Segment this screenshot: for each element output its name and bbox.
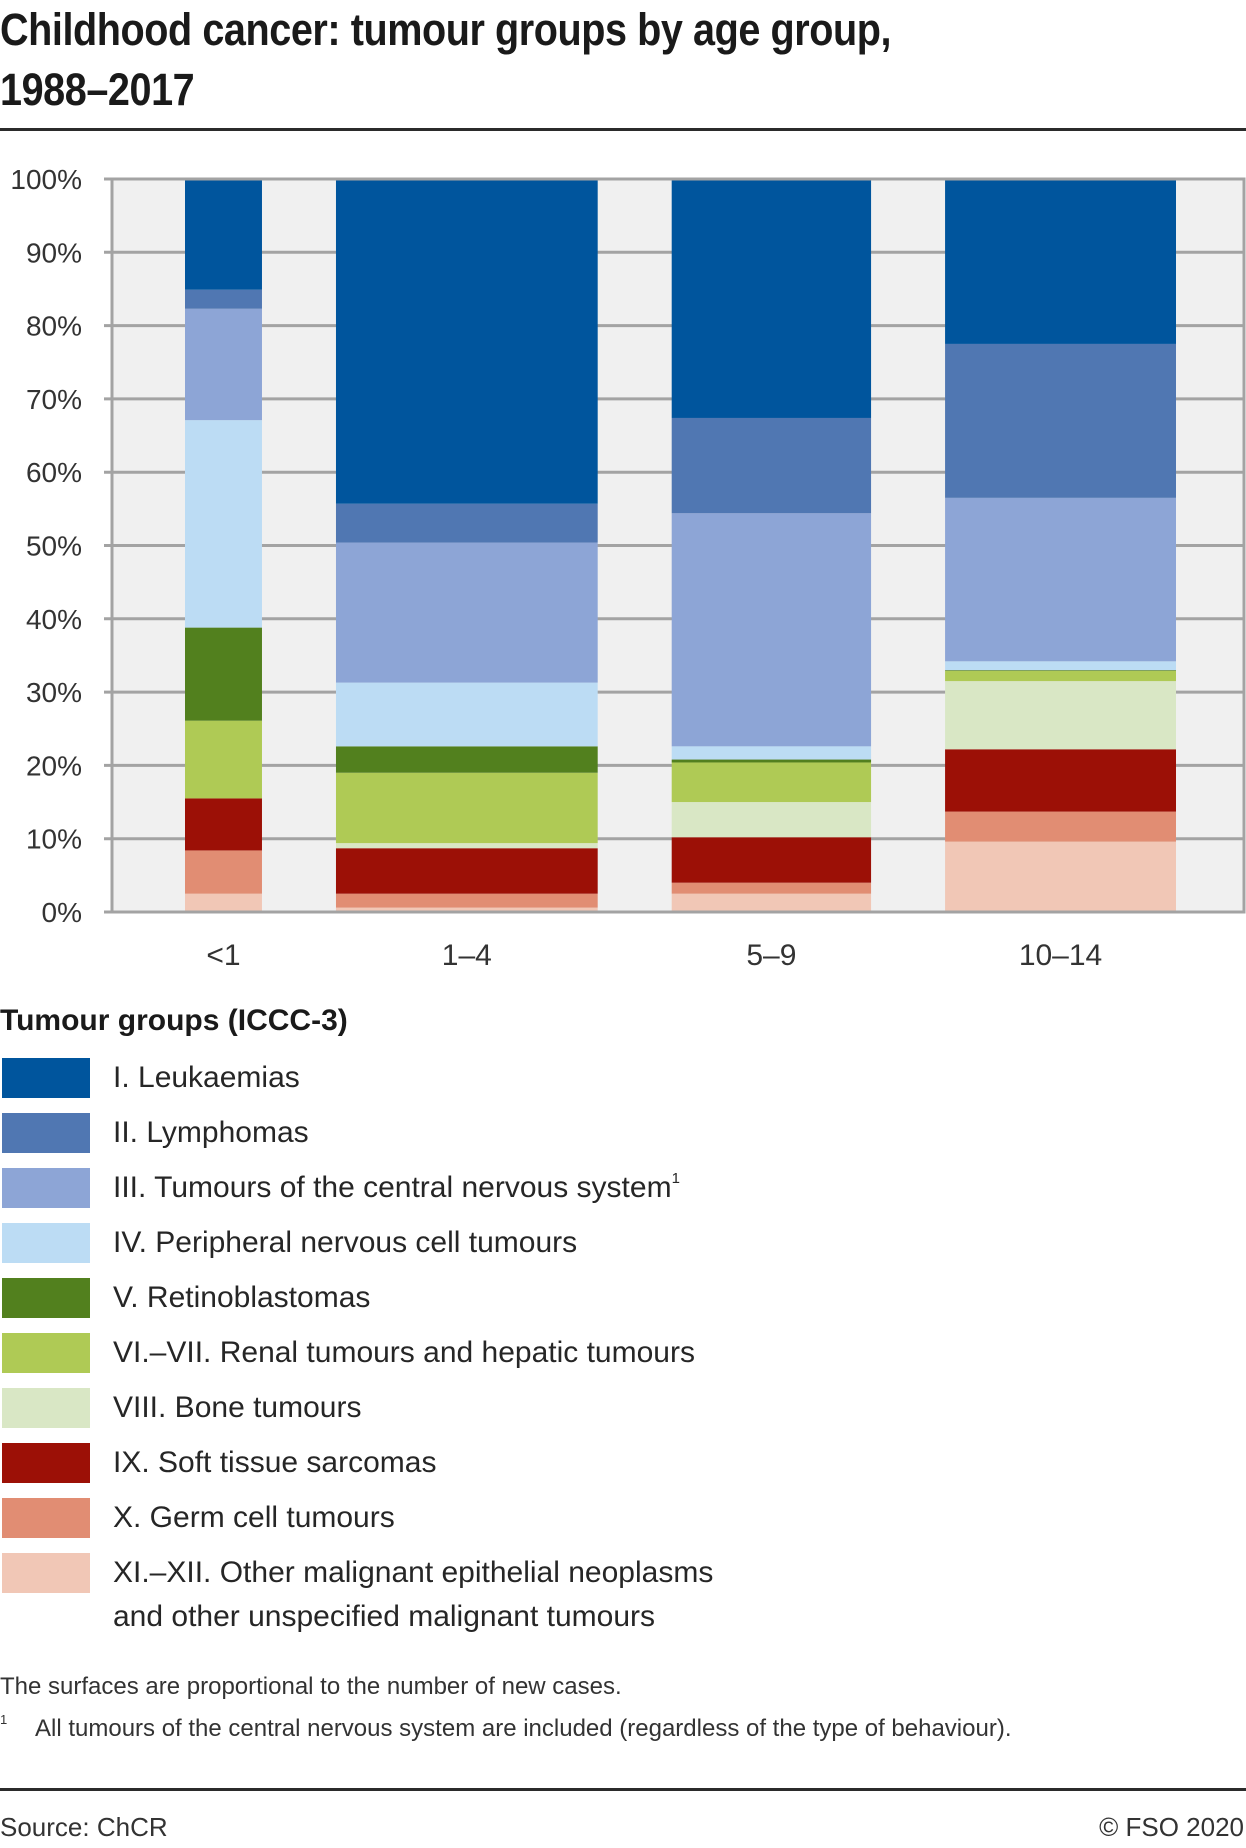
y-tick-label: 90% xyxy=(26,237,82,268)
legend-title: Tumour groups (ICCC-3) xyxy=(0,1004,348,1037)
legend-label: III. Tumours of the central nervous syst… xyxy=(113,1170,680,1204)
y-tick-label: 100% xyxy=(10,164,82,195)
x-tick-label: 1–4 xyxy=(442,939,492,972)
bar-segment xyxy=(945,841,1176,912)
bar-segment xyxy=(671,513,872,747)
bar-segment xyxy=(185,627,262,721)
bar-segment xyxy=(945,681,1176,750)
footnote-marker: 1 xyxy=(0,1712,8,1727)
y-tick-label: 20% xyxy=(26,750,82,781)
bar-segment xyxy=(335,893,598,908)
footnote-text: All tumours of the central nervous syste… xyxy=(35,1715,1012,1742)
y-tick-label: 50% xyxy=(26,531,82,562)
legend-swatch xyxy=(2,1498,90,1538)
stacked-bar-chart: 0% 10% 20% 30% 40% 50% 60% 70% 80% 90% 100% <1 1–4 5… xyxy=(10,164,1246,972)
bar-segment xyxy=(335,907,598,912)
bar-segment xyxy=(945,661,1176,671)
legend-swatch xyxy=(2,1388,90,1428)
bar-segment xyxy=(945,670,1176,682)
source: Source: ChCR xyxy=(0,1812,168,1842)
legend-label: IV. Peripheral nervous cell tumours xyxy=(113,1226,578,1259)
bar-segment xyxy=(335,682,598,747)
bar-segment xyxy=(185,720,262,799)
legend-label: V. Retinoblastomas xyxy=(113,1281,371,1314)
legend-swatch xyxy=(2,1278,90,1318)
legend-swatch xyxy=(2,1443,90,1483)
chart-title-line1: Childhood cancer: tumour groups by age g… xyxy=(0,4,892,55)
legend-swatch xyxy=(2,1058,90,1098)
bar-segment xyxy=(185,798,262,851)
bar-segment xyxy=(335,542,598,683)
legend-swatch xyxy=(2,1113,90,1153)
bar-segment xyxy=(335,179,598,504)
surface-note: The surfaces are proportional to the num… xyxy=(0,1673,622,1700)
legend-label: I. Leukaemias xyxy=(113,1061,300,1094)
bar-segment xyxy=(671,417,872,514)
bar-segment xyxy=(335,772,598,844)
bar-segment xyxy=(185,420,262,628)
legend-swatch xyxy=(2,1168,90,1208)
bar-segment xyxy=(671,746,872,760)
legend-label: VI.–VII. Renal tumours and hepatic tumou… xyxy=(113,1336,695,1369)
bar-segment xyxy=(335,848,598,894)
footnote: 1 All tumours of the central nervous syst… xyxy=(0,1712,1012,1743)
y-tick-label: 60% xyxy=(26,457,82,488)
x-tick-label: <1 xyxy=(206,939,240,972)
bar-segment xyxy=(671,179,872,418)
bar-segment xyxy=(335,746,598,773)
legend-swatch xyxy=(2,1333,90,1373)
bar-segment xyxy=(185,179,262,290)
legend-label: X. Germ cell tumours xyxy=(113,1501,395,1534)
bar-segment xyxy=(185,289,262,309)
legend-swatch xyxy=(2,1553,90,1593)
footnote-reference: 1 xyxy=(671,1170,680,1187)
copyright: © FSO 2020 xyxy=(1099,1812,1244,1842)
y-tick-label: 70% xyxy=(26,384,82,415)
legend-label: IX. Soft tissue sarcomas xyxy=(113,1446,437,1479)
legend-label: XI.–XII. Other malignant epithelial neop… xyxy=(113,1556,714,1589)
legend-label: II. Lymphomas xyxy=(113,1116,309,1149)
bar-segment xyxy=(335,843,598,849)
bar-segment xyxy=(945,497,1176,662)
y-tick-label: 0% xyxy=(42,897,82,928)
bar-segment xyxy=(185,308,262,421)
x-tick-label: 10–14 xyxy=(1019,939,1102,972)
y-tick-label: 40% xyxy=(26,604,82,635)
bar-segment xyxy=(671,762,872,803)
title-divider xyxy=(0,128,1246,131)
legend-swatch xyxy=(2,1223,90,1263)
bar-segment xyxy=(335,503,598,543)
bar-segment xyxy=(945,343,1176,498)
bar-segment xyxy=(185,850,262,894)
footer-divider xyxy=(0,1788,1246,1791)
y-tick-label: 10% xyxy=(26,824,82,855)
bar-segment xyxy=(671,802,872,838)
bar-segment xyxy=(945,811,1176,842)
legend-label: VIII. Bone tumours xyxy=(113,1391,362,1424)
bar-segment xyxy=(671,893,872,912)
bar-segment xyxy=(945,670,1176,671)
bar-segment xyxy=(671,882,872,894)
bar-segment xyxy=(945,179,1176,344)
x-tick-label: 5–9 xyxy=(746,939,796,972)
y-tick-label: 30% xyxy=(26,677,82,708)
chart-title: Childhood cancer: tumour groups by age g… xyxy=(0,0,1096,120)
bar-segment xyxy=(671,759,872,763)
y-tick-label: 80% xyxy=(26,311,82,342)
bar-segment xyxy=(945,749,1176,812)
chart-title-line2: 1988–2017 xyxy=(0,64,195,115)
bar-segment xyxy=(671,837,872,883)
legend-label-continuation: and other unspecified malignant tumours xyxy=(113,1600,655,1633)
bar-segment xyxy=(185,893,262,912)
